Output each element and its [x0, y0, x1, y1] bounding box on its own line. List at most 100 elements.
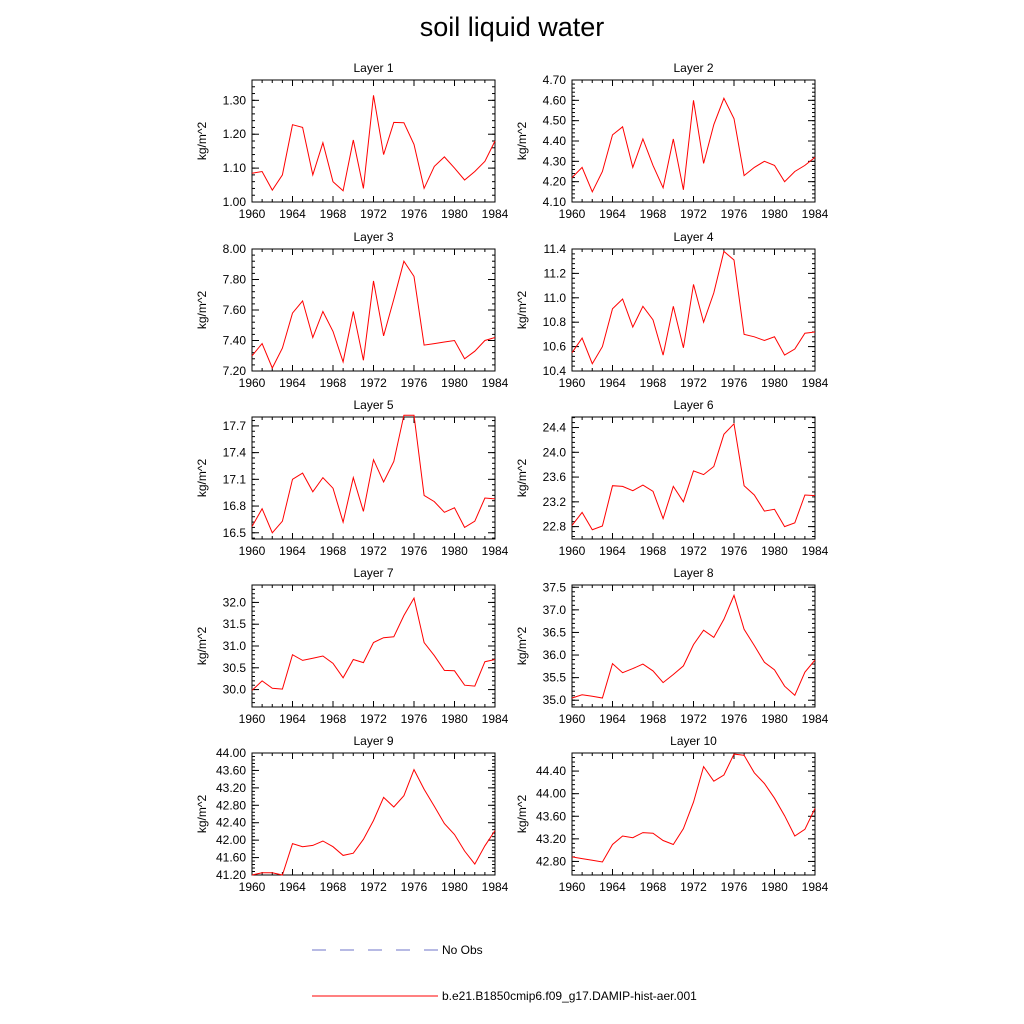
- y-tick-label: 32.0: [223, 595, 247, 609]
- y-axis-label: kg/m^2: [515, 291, 529, 330]
- y-tick-label: 42.40: [216, 816, 246, 830]
- x-tick-label: 1980: [441, 207, 468, 221]
- series-line: [571, 97, 816, 194]
- x-tick-label: 1980: [761, 880, 788, 894]
- x-tick-label: 1964: [599, 376, 626, 390]
- y-tick-label: 7.20: [223, 364, 247, 378]
- y-tick-label: 41.60: [216, 851, 246, 865]
- y-axis-label: kg/m^2: [195, 122, 209, 161]
- y-axis-label: kg/m^2: [515, 627, 529, 666]
- x-tick-label: 1980: [761, 712, 788, 726]
- y-tick-label: 7.40: [223, 334, 247, 348]
- y-tick-label: 36.5: [543, 625, 567, 639]
- chart-panel-3: Layer 3 kg/m^2 1960 1964 1968 1972 1976 1980 198…: [195, 230, 509, 390]
- series-line: [251, 95, 496, 192]
- y-tick-label: 17.4: [223, 446, 247, 460]
- y-tick-label: 36.0: [543, 648, 567, 662]
- x-tick-label: 1976: [721, 712, 748, 726]
- chart-panel-1: Layer 1 kg/m^2 1960 1964 1968 1972 1976 1980 198…: [195, 61, 509, 221]
- y-tick-label: 23.6: [543, 470, 567, 484]
- y-tick-label: 4.20: [543, 175, 567, 189]
- x-tick-label: 1972: [680, 376, 707, 390]
- panel-title: Layer 6: [673, 398, 713, 412]
- x-tick-label: 1964: [279, 376, 306, 390]
- y-tick-label: 1.30: [223, 93, 247, 107]
- y-tick-label: 42.80: [536, 854, 566, 868]
- y-tick-label: 43.60: [216, 763, 246, 777]
- y-tick-label: 1.20: [223, 127, 247, 141]
- y-axis-label: kg/m^2: [515, 795, 529, 834]
- x-tick-label: 1972: [680, 712, 707, 726]
- y-tick-label: 4.40: [543, 134, 567, 148]
- series-line: [251, 414, 496, 534]
- y-tick-label: 1.00: [223, 195, 247, 209]
- y-axis-label: kg/m^2: [195, 627, 209, 666]
- x-tick-label: 1960: [559, 207, 586, 221]
- y-tick-label: 37.5: [543, 580, 567, 594]
- chart-panel-8: Layer 8 kg/m^2 1960 1964 1968 1972 1976 1980 198…: [515, 566, 829, 726]
- x-tick-label: 1960: [559, 376, 586, 390]
- x-tick-label: 1968: [640, 880, 667, 894]
- x-tick-label: 1972: [680, 207, 707, 221]
- y-tick-label: 11.0: [544, 291, 567, 305]
- x-tick-label: 1972: [360, 880, 387, 894]
- panel-title: Layer 4: [673, 230, 713, 244]
- x-tick-label: 1964: [599, 207, 626, 221]
- y-tick-label: 22.8: [543, 520, 567, 534]
- plot-frame: [571, 248, 816, 372]
- x-tick-label: 1972: [360, 712, 387, 726]
- x-tick-label: 1972: [360, 376, 387, 390]
- plot-frame: [571, 752, 816, 876]
- y-tick-label: 7.80: [223, 273, 247, 287]
- x-tick-label: 1968: [640, 207, 667, 221]
- y-tick-label: 24.4: [543, 421, 567, 435]
- y-tick-label: 30.0: [223, 683, 247, 697]
- x-tick-label: 1976: [401, 544, 428, 558]
- x-tick-label: 1984: [802, 207, 829, 221]
- x-tick-label: 1964: [279, 207, 306, 221]
- legend: No Obs b.e21.B1850cmip6.f09_g17.DAMIP-his…: [312, 943, 697, 1003]
- x-tick-label: 1976: [721, 207, 748, 221]
- y-tick-label: 43.20: [536, 832, 566, 846]
- x-tick-label: 1964: [279, 880, 306, 894]
- y-tick-label: 10.4: [543, 364, 567, 378]
- chart-panel-7: Layer 7 kg/m^2 1960 1964 1968 1972 1976 1980 198…: [195, 566, 509, 726]
- y-tick-label: 8.00: [223, 242, 247, 256]
- chart-panel-9: Layer 9 kg/m^2 1960 1964 1968 1972 1976 1980 198…: [195, 734, 509, 894]
- y-tick-label: 44.40: [536, 764, 566, 778]
- y-tick-label: 30.5: [223, 661, 247, 675]
- x-tick-label: 1980: [761, 376, 788, 390]
- x-tick-label: 1960: [239, 712, 266, 726]
- page-title: soil liquid water: [419, 12, 605, 42]
- x-tick-label: 1984: [482, 712, 509, 726]
- x-tick-label: 1964: [599, 880, 626, 894]
- x-tick-label: 1964: [599, 712, 626, 726]
- series-line: [571, 422, 816, 531]
- series-line: [571, 753, 816, 863]
- x-tick-label: 1964: [279, 712, 306, 726]
- y-tick-label: 10.6: [543, 340, 567, 354]
- y-tick-label: 35.0: [543, 693, 567, 707]
- y-tick-label: 4.70: [543, 73, 567, 87]
- chart-panel-2: Layer 2 kg/m^2 1960 1964 1968 1972 1976 1980 198…: [515, 61, 829, 221]
- series-line: [571, 593, 816, 699]
- y-tick-label: 4.10: [543, 195, 567, 209]
- x-tick-label: 1976: [721, 376, 748, 390]
- x-tick-label: 1968: [320, 880, 347, 894]
- x-tick-label: 1964: [599, 544, 626, 558]
- panel-title: Layer 2: [673, 61, 713, 75]
- x-tick-label: 1976: [401, 712, 428, 726]
- x-tick-label: 1976: [401, 880, 428, 894]
- y-tick-label: 42.80: [216, 798, 246, 812]
- x-tick-label: 1980: [761, 544, 788, 558]
- x-tick-label: 1984: [482, 880, 509, 894]
- series-line: [251, 596, 496, 691]
- x-tick-label: 1960: [559, 880, 586, 894]
- plot-frame: [571, 416, 816, 540]
- y-tick-label: 4.50: [543, 114, 567, 128]
- y-tick-label: 44.00: [536, 787, 566, 801]
- x-tick-label: 1960: [239, 544, 266, 558]
- x-tick-label: 1972: [360, 207, 387, 221]
- y-axis-label: kg/m^2: [515, 459, 529, 498]
